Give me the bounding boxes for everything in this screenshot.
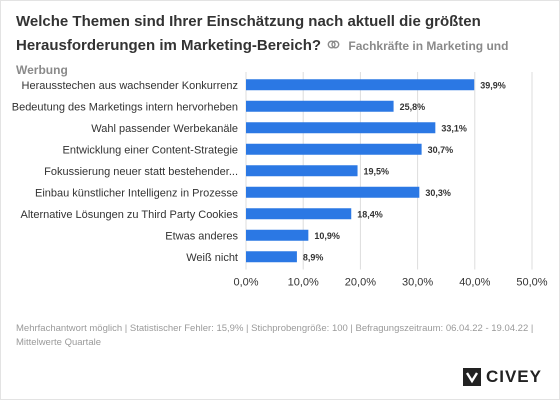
value-label: 19,5% (364, 166, 390, 176)
x-tick-label: 30,0% (402, 277, 433, 289)
question-text: Welche Themen sind Ihrer Einschätzung na… (16, 13, 481, 54)
x-tick-label: 40,0% (459, 277, 490, 289)
value-label: 8,9% (303, 252, 324, 262)
x-tick-label: 0,0% (233, 277, 258, 289)
value-label: 30,7% (428, 145, 454, 155)
bar (246, 143, 422, 155)
category-label: Entwicklung einer Content-Strategie (63, 144, 238, 156)
value-label: 10,9% (314, 231, 340, 241)
category-label: Alternative Lösungen zu Third Party Cook… (21, 209, 239, 221)
value-label: 30,3% (425, 188, 451, 198)
bar (246, 100, 394, 112)
bar (246, 79, 475, 91)
bar (246, 229, 309, 241)
value-label: 39,9% (480, 80, 506, 90)
bar (246, 165, 358, 177)
footer-line-2: Mittelwerte Quartale (16, 337, 102, 348)
x-tick-label: 10,0% (288, 277, 319, 289)
bar (246, 251, 297, 263)
value-label: 25,8% (400, 102, 426, 112)
civey-logo: CIVEY (462, 367, 542, 387)
bar-chart: Herausstechen aus wachsender Konkurrenz 3… (12, 72, 548, 289)
category-label: Bedeutung des Marketings intern hervorhe… (12, 101, 238, 113)
bar (246, 186, 420, 198)
link-icon (327, 40, 340, 49)
brand-name: CIVEY (485, 367, 542, 386)
bar (246, 208, 352, 220)
value-label: 18,4% (357, 209, 383, 219)
chart-title: Welche Themen sind Ihrer Einschätzung na… (16, 10, 536, 82)
category-label: Wahl passender Werbekanäle (91, 123, 238, 135)
footer-line-1: Mehrfachantwort möglich | Statistischer … (16, 323, 534, 334)
category-label: Weiß nicht (186, 252, 238, 264)
x-tick-label: 50,0% (516, 277, 547, 289)
category-label: Herausstechen aus wachsender Konkurrenz (22, 80, 238, 92)
civey-logo-icon (462, 368, 481, 386)
bar (246, 122, 436, 134)
category-label: Etwas anderes (165, 230, 238, 242)
x-tick-label: 20,0% (345, 277, 376, 289)
category-label: Einbau künstlicher Intelligenz in Prozes… (35, 187, 238, 199)
value-label: 33,1% (441, 123, 467, 133)
footer-note: Mehrfachantwort möglich | Statistischer … (16, 322, 546, 350)
category-label: Fokussierung neuer statt bestehender... (44, 166, 238, 178)
chart-subtitle: Fachkräfte in Marketing und Werbung (16, 39, 509, 77)
